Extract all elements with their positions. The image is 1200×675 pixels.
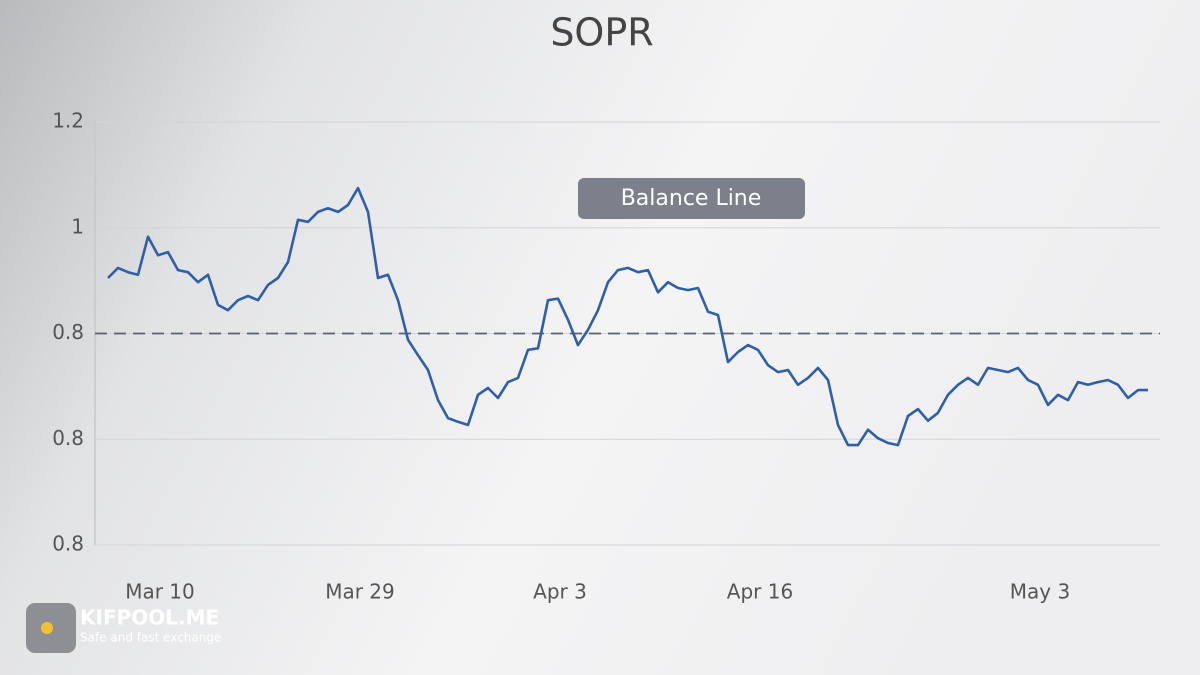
- x-tick-label: May 3: [1010, 580, 1070, 604]
- series-line: [107, 186, 1148, 447]
- x-tick-label: Apr 16: [727, 580, 793, 604]
- y-tick-label: 1: [71, 214, 84, 238]
- y-tick-label: 1.2: [52, 109, 84, 133]
- logo-dot: [41, 622, 53, 634]
- chart-title: SOPR: [550, 11, 653, 55]
- annotation-box: [578, 178, 805, 219]
- x-tick-label: Mar 10: [125, 580, 195, 604]
- y-tick-label: 0.8: [52, 532, 84, 556]
- y-tick-label: 0.8: [52, 426, 84, 450]
- y-tick-label: 0.8: [52, 320, 84, 344]
- brand: KIFPOOL.ME: [80, 606, 219, 630]
- x-tick-label: Apr 3: [533, 580, 587, 604]
- logo: KIFPOOL.ME Safe and fast exchange: [26, 603, 221, 653]
- annotation: Balance Line: [621, 186, 762, 211]
- tagline: Safe and fast exchange: [80, 631, 221, 645]
- x-tick-label: Mar 29: [325, 580, 395, 604]
